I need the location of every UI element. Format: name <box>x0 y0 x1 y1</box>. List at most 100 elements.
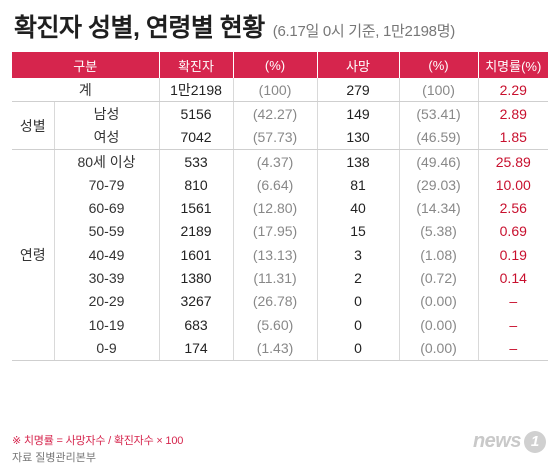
deaths-pct-cell: (49.46) <box>399 149 479 174</box>
cases-pct-cell: (17.95) <box>233 219 318 244</box>
cases-cell: 174 <box>159 336 234 361</box>
deaths-pct-cell: (0.00) <box>399 336 479 361</box>
deaths-cell: 40 <box>317 196 400 220</box>
deaths-cell: 130 <box>317 125 400 150</box>
fatality-cell: 0.14 <box>499 270 527 287</box>
cases-cell: 683 <box>159 312 234 337</box>
table-row: 여성 7042 (57.73) 130 (46.59) 1.85 <box>12 125 549 150</box>
fatality-cell: 2.56 <box>499 200 527 217</box>
row-label: 계 <box>12 78 160 103</box>
row-label: 50-59 <box>54 219 160 244</box>
deaths-cell: 0 <box>317 289 400 313</box>
deaths-pct-cell: (0.00) <box>399 289 479 313</box>
deaths-pct-cell: (0.72) <box>399 266 479 290</box>
logo-badge: 1 <box>524 430 546 453</box>
deaths-cell: 3 <box>317 243 400 267</box>
row-label: 20-29 <box>54 289 160 313</box>
row-label: 60-69 <box>54 196 160 220</box>
deaths-cell: 138 <box>317 149 400 174</box>
column-header: 사망 <box>317 52 400 78</box>
column-header: 확진자 <box>159 52 234 78</box>
group-label: 성별 <box>12 101 55 150</box>
row-label: 30-39 <box>54 266 160 290</box>
logo-text: news <box>472 430 522 452</box>
row-label: 10-19 <box>54 312 160 337</box>
cases-pct-cell: (11.31) <box>233 266 318 290</box>
cases-pct-cell: (1.43) <box>233 336 318 361</box>
cases-cell: 533 <box>159 149 234 174</box>
deaths-pct-cell: (29.03) <box>399 173 479 197</box>
table-row: 50-59 2189 (17.95) 15 (5.38) 0.69 <box>12 219 548 244</box>
table-row: 60-69 1561 (12.80) 40 (14.34) 2.56 <box>12 196 548 220</box>
column-header: 구분 <box>12 52 160 78</box>
row-label: 남성 <box>54 101 160 126</box>
column-header: 치명률(%) <box>478 52 549 78</box>
column-header: (%) <box>233 52 318 78</box>
table-row: 연령 80세 이상 533 (4.37) 138 (49.46) 25.89 <box>12 149 548 361</box>
cases-pct-cell: (57.73) <box>233 125 318 150</box>
fatality-cell: – <box>478 336 549 361</box>
table-row: 40-49 1601 (13.13) 3 (1.08) 0.19 <box>12 243 548 267</box>
deaths-cell: 0 <box>317 312 400 337</box>
row-label: 70-79 <box>54 173 160 197</box>
cases-pct-cell: (13.13) <box>233 243 318 267</box>
page-title: 확진자 성별, 연령별 현황 <box>14 14 265 42</box>
cases-cell: 1601 <box>159 243 234 267</box>
group-label: 연령 <box>12 149 55 361</box>
fatality-cell: 2.29 <box>478 78 549 103</box>
cases-cell: 5156 <box>159 101 234 126</box>
deaths-pct-cell: (0.00) <box>399 312 479 337</box>
deaths-pct-cell: (1.08) <box>399 243 479 267</box>
table-row: 70-79 810 (6.64) 81 (29.03) 10.00 <box>12 173 548 197</box>
fatality-cell: – <box>509 293 518 310</box>
cases-pct-cell: (5.60) <box>233 312 318 337</box>
cases-cell: 7042 <box>159 125 234 150</box>
deaths-pct-cell: (53.41) <box>399 101 479 126</box>
table-row: 성별 남성 5156 (42.27) 149 (53.41) 2.89 <box>12 101 548 150</box>
deaths-cell: 279 <box>317 78 400 103</box>
deaths-cell: 2 <box>317 266 400 290</box>
page-subtitle: (6.17일 0시 기준, 1만2198명) <box>272 23 455 40</box>
row-label: 80세 이상 <box>54 149 160 174</box>
row-label: 0-9 <box>54 336 160 361</box>
row-label: 40-49 <box>54 243 160 267</box>
table-row-total: 계 1만2198 (100) 279 (100) 2.29 <box>12 78 549 103</box>
fatality-cell: 2.89 <box>499 105 527 122</box>
cases-cell: 810 <box>159 173 234 197</box>
news1-logo: news 1 <box>473 430 546 453</box>
fatality-cell: 0.19 <box>499 246 527 263</box>
cases-pct-cell: (4.37) <box>233 149 318 174</box>
cases-pct-cell: (12.80) <box>233 196 318 220</box>
table-body: 계 1만2198 (100) 279 (100) 2.29 성별 남성 5156 (4… <box>12 78 549 361</box>
title-bar: 확진자 성별, 연령별 현황 (6.17일 0시 기준, 1만2198명) <box>14 8 550 44</box>
fatality-cell: 25.89 <box>495 153 531 170</box>
fatality-cell: 10.00 <box>495 176 531 193</box>
cases-pct-cell: (42.27) <box>233 101 318 126</box>
deaths-cell: 15 <box>317 219 400 244</box>
deaths-pct-cell: (5.38) <box>399 219 479 244</box>
cases-cell: 1561 <box>159 196 234 220</box>
footnote: ※ 치명률 = 사망자수 / 확진자수 × 100 <box>12 435 184 447</box>
table-row: 30-39 1380 (11.31) 2 (0.72) 0.14 <box>12 266 548 290</box>
table-row: 10-19 683 (5.60) 0 (0.00) – <box>12 312 548 337</box>
deaths-pct-cell: (14.34) <box>399 196 479 220</box>
source-credit: 자료 질병관리본부 <box>12 452 97 464</box>
cases-pct-cell: (26.78) <box>233 289 318 313</box>
deaths-pct-cell: (100) <box>399 78 479 103</box>
cases-pct-cell: (100) <box>233 78 318 103</box>
column-header: (%) <box>399 52 479 78</box>
fatality-cell: 0.69 <box>499 223 527 240</box>
fatality-cell: 1.85 <box>478 125 549 150</box>
deaths-cell: 149 <box>317 101 400 126</box>
deaths-pct-cell: (46.59) <box>399 125 479 150</box>
deaths-cell: 0 <box>317 336 400 361</box>
deaths-cell: 81 <box>317 173 400 197</box>
cases-cell: 3267 <box>159 289 234 313</box>
cases-cell: 1만2198 <box>159 78 234 103</box>
fatality-cell: – <box>509 316 518 333</box>
table-row: 20-29 3267 (26.78) 0 (0.00) – <box>12 289 548 313</box>
cases-cell: 1380 <box>159 266 234 290</box>
table-row: 0-9 174 (1.43) 0 (0.00) – <box>12 336 549 361</box>
cases-cell: 2189 <box>159 219 234 244</box>
cases-pct-cell: (6.64) <box>233 173 318 197</box>
